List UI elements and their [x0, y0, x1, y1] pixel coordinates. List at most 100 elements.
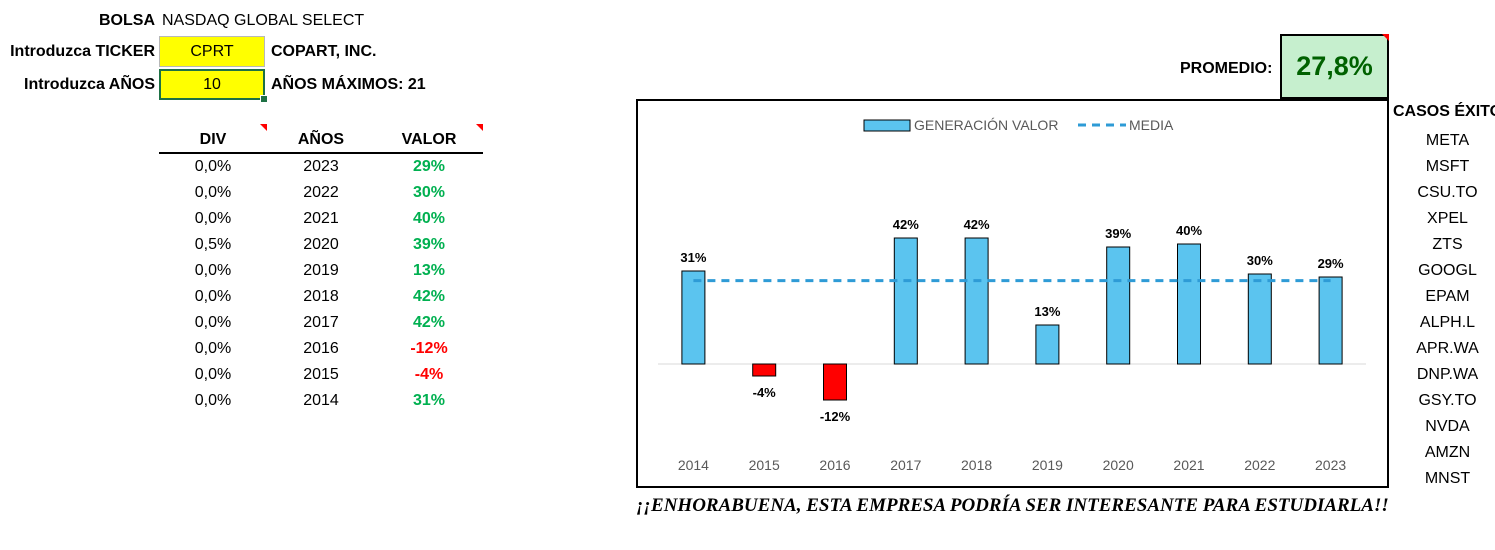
bar-2016[interactable] — [823, 363, 847, 401]
data-label-2018: 42% — [964, 217, 990, 232]
casos-exito-item[interactable]: GOOGL — [1418, 262, 1477, 279]
bar-2023[interactable] — [1318, 276, 1343, 365]
casos-exito-item[interactable]: DNP.WA — [1416, 366, 1479, 383]
cell-year[interactable]: 2023 — [303, 158, 339, 175]
legend-swatch-generacion — [863, 119, 911, 132]
table-row: 0,0% 2015 -4% — [159, 362, 483, 388]
cell-div[interactable]: 0,0% — [194, 340, 232, 357]
bar-2018[interactable] — [964, 237, 989, 365]
casos-exito-item[interactable]: CSU.TO — [1417, 184, 1478, 201]
cell-div[interactable]: 0,0% — [194, 288, 232, 305]
promedio-value: 27,8% — [1296, 51, 1373, 81]
cell-year[interactable]: 2015 — [303, 366, 339, 383]
header-anos: AÑOS — [297, 131, 345, 148]
cell-value[interactable]: 13% — [412, 262, 446, 279]
chart-container[interactable]: 31% 2014 -4% 2015 -12% 2016 42% 2017 42% 2018 13% 2… — [636, 99, 1389, 488]
data-label-2017: 42% — [893, 217, 919, 232]
anos-label: Introduzca AÑOS — [24, 76, 155, 93]
bar-2014[interactable] — [681, 270, 706, 365]
data-label-2016: -12% — [820, 409, 851, 424]
casos-exito-item[interactable]: GSY.TO — [1418, 392, 1477, 409]
cell-div[interactable]: 0,0% — [194, 158, 232, 175]
table-row: 0,0% 2023 29% — [159, 154, 483, 180]
x-tick-label-2014: 2014 — [678, 457, 709, 473]
cell-div[interactable]: 0,0% — [194, 262, 232, 279]
table-body: 0,0% 2023 29% 0,0% 2022 30% 0,0% 2021 40% 0,5% 202… — [159, 154, 483, 414]
cell-div[interactable]: 0,0% — [194, 392, 232, 409]
casos-exito-item[interactable]: ALPH.L — [1419, 314, 1476, 331]
x-tick-label-2019: 2019 — [1032, 457, 1063, 473]
cell-value[interactable]: -4% — [414, 366, 444, 383]
comment-indicator-icon[interactable] — [1382, 34, 1389, 41]
x-tick-label-2020: 2020 — [1103, 457, 1134, 473]
legend-label-generacion: GENERACIÓN VALOR — [914, 117, 1058, 133]
casos-exito-title: CASOS ÉXITO — [1393, 103, 1495, 120]
anos-max-label: AÑOS MÁXIMOS: 21 — [271, 76, 426, 93]
cell-year[interactable]: 2019 — [303, 262, 339, 279]
anos-input-cell[interactable]: 10 — [159, 69, 268, 103]
cell-value[interactable]: 30% — [412, 184, 446, 201]
data-label-2019: 13% — [1034, 304, 1060, 319]
bar-chart: 31% 2014 -4% 2015 -12% 2016 42% 2017 42% 2018 13% 2… — [658, 117, 1366, 473]
cell-year[interactable]: 2014 — [303, 392, 339, 409]
header-valor: VALOR — [401, 131, 457, 148]
cell-year[interactable]: 2017 — [303, 314, 339, 331]
table-row: 0,0% 2014 31% — [159, 388, 483, 414]
table-row: 0,0% 2018 42% — [159, 284, 483, 310]
casos-exito-list: META MSFT CSU.TO XPEL ZTS GOOGL EPAM ALPH.L APR.… — [1400, 128, 1495, 492]
data-label-2023: 29% — [1318, 256, 1344, 271]
table-row: 0,5% 2020 39% — [159, 232, 483, 258]
cell-year[interactable]: 2016 — [303, 340, 339, 357]
legend-label-media: MEDIA — [1129, 117, 1174, 133]
comment-indicator-icon[interactable] — [476, 124, 483, 131]
fill-handle[interactable] — [260, 95, 268, 103]
cell-value[interactable]: -12% — [410, 340, 448, 357]
cell-year[interactable]: 2021 — [303, 210, 339, 227]
casos-exito-item[interactable]: ZTS — [1432, 236, 1463, 253]
bar-2015[interactable] — [752, 363, 777, 377]
ticker-input-cell[interactable]: CPRT — [159, 36, 265, 67]
table-row: 0,0% 2022 30% — [159, 180, 483, 206]
bar-2017[interactable] — [893, 237, 918, 365]
congratulation-message: ¡¡ENHORABUENA, ESTA EMPRESA PODRÍA SER I… — [636, 495, 1389, 516]
data-table: DIV AÑOS VALOR 0,0% 2023 29% 0,0% 2022 30% 0,0… — [159, 124, 483, 414]
promedio-label: PROMEDIO: — [1180, 60, 1273, 77]
cell-div[interactable]: 0,0% — [194, 366, 232, 383]
promedio-value-cell[interactable]: 27,8% — [1280, 34, 1389, 99]
bar-2022[interactable] — [1247, 273, 1272, 365]
anos-input-value: 10 — [203, 76, 221, 93]
cell-div[interactable]: 0,0% — [194, 210, 232, 227]
cell-year[interactable]: 2020 — [303, 236, 339, 253]
casos-exito-item[interactable]: AMZN — [1424, 444, 1471, 461]
x-tick-label-2022: 2022 — [1244, 457, 1275, 473]
casos-exito-item[interactable]: EPAM — [1425, 288, 1470, 305]
bar-2021[interactable] — [1177, 243, 1201, 365]
cell-value[interactable]: 31% — [412, 392, 446, 409]
bolsa-value: NASDAQ GLOBAL SELECT — [162, 12, 365, 29]
table-row: 0,0% 2016 -12% — [159, 336, 483, 362]
bar-2019[interactable] — [1035, 324, 1060, 365]
cell-value[interactable]: 42% — [412, 314, 446, 331]
casos-exito-item[interactable]: XPEL — [1427, 210, 1468, 227]
cell-year[interactable]: 2018 — [303, 288, 339, 305]
casos-exito-item[interactable]: APR.WA — [1416, 340, 1479, 357]
cell-value[interactable]: 29% — [412, 158, 446, 175]
ticker-label: Introduzca TICKER — [10, 43, 155, 60]
cell-year[interactable]: 2022 — [303, 184, 339, 201]
bar-2020[interactable] — [1106, 246, 1131, 365]
cell-div[interactable]: 0,5% — [194, 236, 232, 253]
casos-exito-item[interactable]: MSFT — [1425, 158, 1470, 175]
comment-indicator-icon[interactable] — [260, 124, 267, 131]
cell-div[interactable]: 0,0% — [194, 184, 232, 201]
data-label-2021: 40% — [1176, 223, 1202, 238]
cell-value[interactable]: 39% — [412, 236, 446, 253]
casos-exito-item[interactable]: META — [1425, 132, 1470, 149]
cell-div[interactable]: 0,0% — [194, 314, 232, 331]
cell-value[interactable]: 40% — [412, 210, 446, 227]
x-tick-label-2017: 2017 — [890, 457, 921, 473]
casos-exito-item[interactable]: NVDA — [1425, 418, 1470, 435]
cell-value[interactable]: 42% — [412, 288, 446, 305]
x-tick-label-2018: 2018 — [961, 457, 992, 473]
casos-exito-item[interactable]: MNST — [1424, 470, 1471, 487]
x-tick-label-2021: 2021 — [1173, 457, 1204, 473]
